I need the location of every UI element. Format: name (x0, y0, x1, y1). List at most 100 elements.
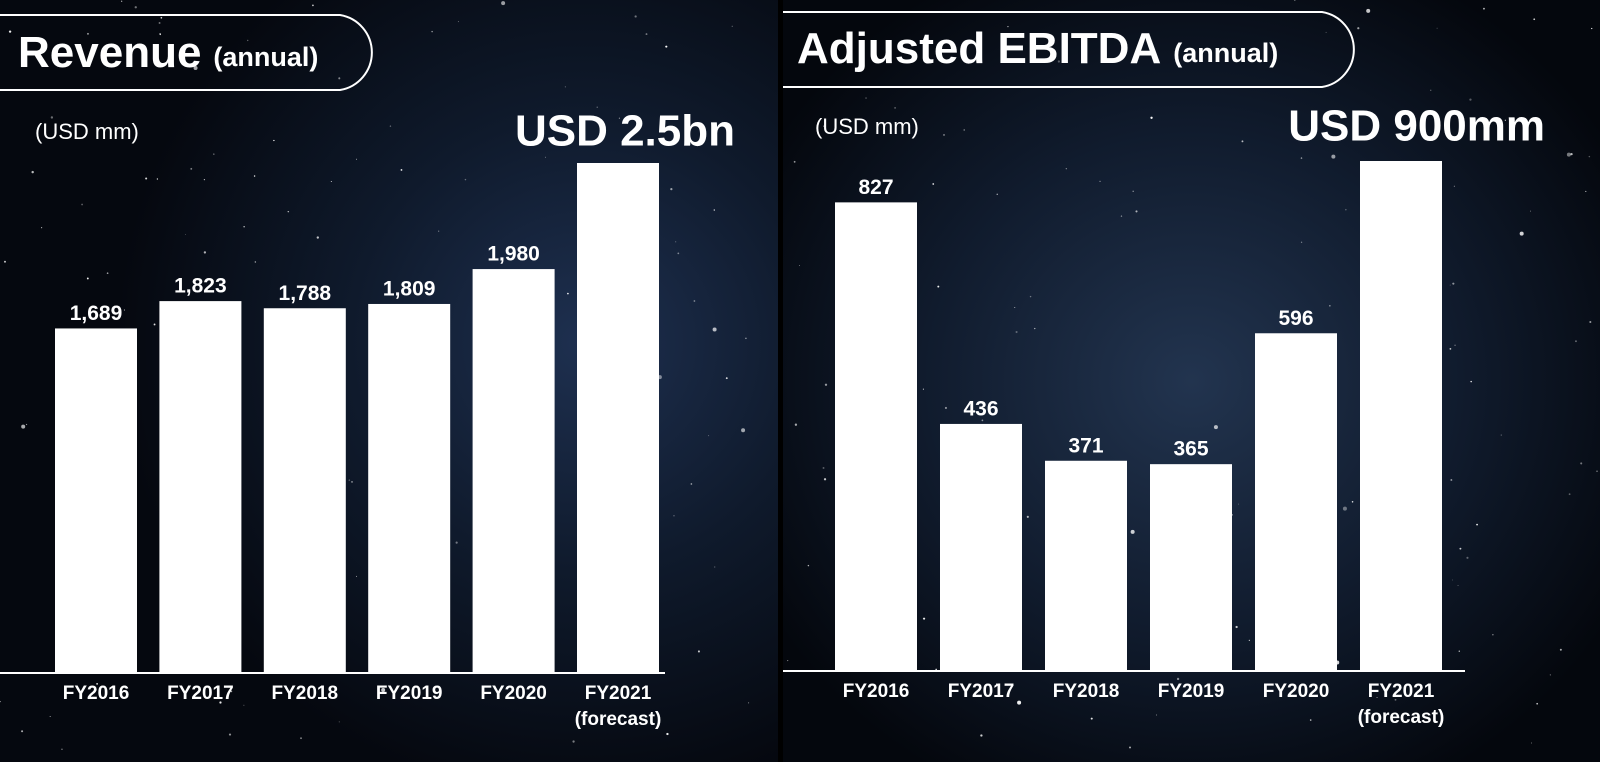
star (21, 730, 24, 733)
star (572, 740, 575, 743)
star (247, 39, 249, 42)
bar (835, 202, 917, 671)
x-tick-label: FY2018 (1052, 681, 1120, 702)
star (1470, 380, 1472, 383)
star (822, 467, 825, 469)
star (922, 617, 926, 620)
star (693, 300, 696, 302)
star (356, 575, 358, 577)
star (1453, 185, 1455, 187)
bar (1255, 333, 1337, 671)
star (431, 30, 433, 33)
star (89, 57, 92, 60)
star (1519, 231, 1524, 236)
star (1014, 307, 1016, 309)
star (1034, 327, 1036, 330)
star (799, 265, 800, 266)
star (1430, 89, 1432, 91)
star (1300, 241, 1303, 243)
star (457, 21, 459, 23)
star (712, 327, 717, 332)
value-label: 371 (1068, 434, 1103, 457)
star (1029, 295, 1032, 298)
x-tick-label: FY2021 (forecast) (1357, 681, 1445, 728)
star (823, 478, 827, 481)
bar (1360, 161, 1442, 671)
star (894, 107, 896, 109)
x-tick-label: FY2020 (1262, 681, 1330, 702)
star (741, 428, 746, 433)
star (1452, 282, 1455, 285)
star (995, 683, 998, 685)
star (1150, 116, 1153, 119)
value-label: 827 (858, 176, 893, 199)
star (31, 170, 34, 174)
star (932, 183, 935, 185)
star (824, 383, 828, 386)
x-tick-label: FY2017 (167, 683, 234, 704)
star (937, 285, 940, 288)
star (1588, 155, 1591, 158)
star (300, 737, 302, 740)
bar (472, 269, 555, 673)
chart-title: Revenue (annual) (18, 28, 318, 77)
star (1099, 180, 1101, 182)
star (228, 733, 232, 736)
star (634, 15, 637, 18)
star (1135, 210, 1138, 213)
star (725, 377, 728, 380)
x-tick-label: FY2016 (842, 681, 910, 702)
star (338, 721, 340, 723)
star (50, 116, 54, 119)
star (708, 435, 710, 437)
star (389, 125, 392, 127)
star (156, 178, 159, 180)
star (330, 180, 332, 182)
star (1469, 98, 1472, 101)
star (1575, 340, 1577, 343)
star (203, 251, 207, 254)
star (1530, 210, 1531, 212)
star (185, 234, 186, 235)
star (254, 261, 257, 263)
value-label: 1,809 (383, 278, 436, 301)
star (1458, 650, 1460, 652)
star (213, 153, 215, 155)
value-label: 365 (1173, 438, 1208, 461)
bar (368, 303, 451, 673)
x-tick-label: FY2019 (375, 683, 443, 704)
star (665, 45, 668, 48)
star (596, 106, 598, 108)
star (670, 188, 673, 191)
star (1294, 0, 1296, 1)
value-label-highlight: USD 2.5bn (515, 107, 735, 156)
star (1176, 677, 1180, 681)
star (793, 160, 796, 163)
star (49, 716, 51, 718)
star (618, 117, 620, 119)
star (1366, 8, 1371, 13)
bar (940, 423, 1022, 671)
star (666, 732, 669, 736)
bar (55, 328, 137, 673)
title-note: (annual) (1173, 38, 1278, 68)
value-label: 1,980 (487, 243, 540, 266)
star (673, 515, 675, 517)
star (714, 566, 716, 568)
star (134, 6, 137, 9)
star (1007, 26, 1009, 28)
star (455, 541, 458, 544)
star (96, 683, 98, 685)
star (219, 701, 222, 704)
star (567, 292, 569, 295)
star (1570, 153, 1573, 156)
star (400, 169, 403, 171)
star (203, 179, 206, 181)
star (922, 388, 924, 390)
star (697, 650, 700, 653)
x-tick-label: FY2016 (62, 683, 130, 704)
star (1596, 470, 1598, 472)
x-tick-label: FY2019 (1157, 681, 1225, 702)
bar (577, 163, 659, 673)
